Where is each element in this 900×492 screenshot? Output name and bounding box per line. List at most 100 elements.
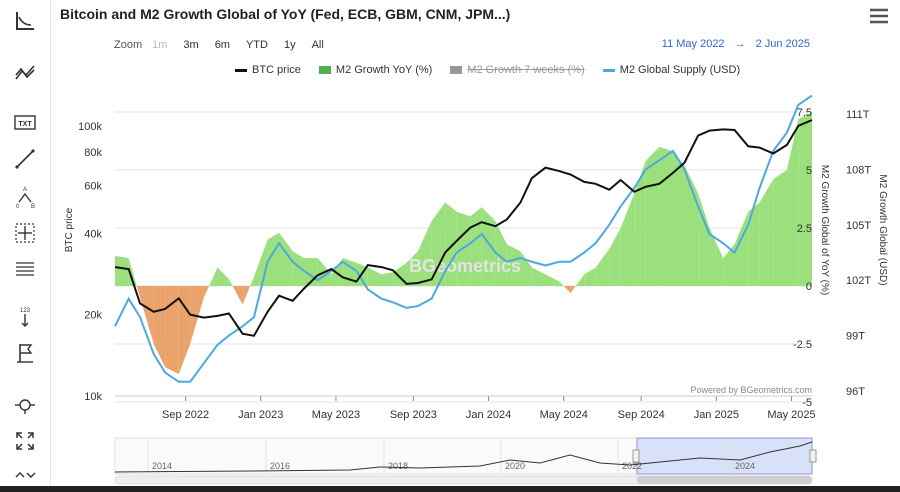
- m2-area-segment: [115, 255, 129, 286]
- chart-type-icon[interactable]: [8, 6, 42, 36]
- counter-tool-label: 123: [20, 308, 31, 314]
- toolbar-collapse-icon[interactable]: [8, 464, 42, 486]
- supply-tick-label: 111T: [846, 109, 870, 121]
- range-arrow: →: [734, 38, 746, 50]
- ab-tool-label-0: 0: [16, 204, 20, 209]
- m2-area-segment: [136, 286, 141, 298]
- ab-tool-label-b: B: [31, 204, 35, 209]
- zoom-all-button[interactable]: All: [311, 39, 324, 51]
- m2-area-segment: [153, 286, 166, 368]
- navigator-year-label: 2022: [622, 461, 642, 471]
- m2-area-segment: [748, 202, 760, 286]
- zoom-1y-button[interactable]: 1y: [283, 39, 296, 51]
- m2-area-segment: [481, 207, 496, 286]
- m2-area-segment: [417, 221, 432, 286]
- m2-area-segment: [673, 151, 685, 286]
- navigator-selection: [636, 437, 813, 475]
- m2-tick-label: 7.5: [797, 107, 812, 119]
- m2-area-segment: [734, 211, 749, 286]
- navigator-scrollbar-thumb: [637, 476, 812, 484]
- navigator-year-label: 2016: [270, 461, 290, 471]
- m2-area-segment: [520, 251, 532, 286]
- grid-table-icon[interactable]: [8, 254, 42, 284]
- m2-area-segment: [506, 244, 521, 286]
- m2-area-segment: [570, 286, 576, 293]
- zoom-3m-button[interactable]: 3m: [183, 39, 199, 51]
- legend-m2-supply[interactable]: M2 Global Supply (USD): [602, 64, 741, 76]
- m2-area-segment: [559, 281, 564, 286]
- m2-area-segment: [178, 286, 191, 375]
- m2-area-segment: [798, 112, 812, 286]
- segment-line-icon[interactable]: [8, 144, 42, 174]
- navigator[interactable]: 2014 2016 2018 2020 2022 2024: [114, 437, 817, 485]
- chart-legend: BTC price M2 Growth YoY (%) M2 Growth 7 …: [235, 64, 740, 76]
- m2-area-segment: [217, 267, 229, 286]
- text-annotation-label: TXT: [18, 121, 32, 128]
- m2-area-segment: [609, 228, 621, 286]
- btc-tick-label: 80k: [84, 147, 102, 159]
- legend-m2-growth-7w[interactable]: M2 Growth 7 weeks (%): [450, 64, 585, 76]
- m2-supply-polyline: [114, 94, 813, 383]
- grid-lines: [115, 111, 812, 403]
- navigator-right-handle: [809, 449, 817, 463]
- btc-tick-label: 60k: [84, 181, 102, 193]
- line-series-icon[interactable]: [8, 58, 42, 88]
- x-tick-label: Jan 2023: [238, 409, 283, 421]
- m2-area-segment: [698, 193, 710, 286]
- m2-area-segment: [367, 267, 382, 286]
- m2-area-segment: [317, 258, 332, 286]
- m2-area-segment: [531, 267, 546, 286]
- legend-m2-7w-label: M2 Growth 7 weeks (%): [467, 64, 585, 76]
- legend-m2-growth-yoy[interactable]: M2 Growth YoY (%): [318, 64, 433, 76]
- m2-area-segment: [203, 286, 210, 298]
- m2-area-segment: [292, 251, 305, 286]
- x-tick-label: Sep 2022: [162, 409, 209, 421]
- m2-area-segment: [456, 211, 471, 286]
- m2-tick-label: 2.5: [797, 223, 812, 235]
- crosshair-measure-icon[interactable]: [8, 218, 42, 248]
- m2-area-segment: [242, 286, 251, 305]
- m2-area-segment: [431, 202, 446, 286]
- x-tick-label: Jan 2025: [694, 409, 739, 421]
- m2-area-segment: [381, 272, 393, 286]
- btc-tick-label: 40k: [84, 228, 102, 240]
- btc-price-line: [114, 119, 813, 337]
- m2-area-segment: [470, 207, 482, 286]
- m2-area-segment: [392, 262, 407, 286]
- text-annotation-icon[interactable]: TXT: [8, 108, 42, 138]
- m2-area-segment: [723, 244, 735, 286]
- x-tick-label: May 2024: [540, 409, 588, 421]
- hamburger-menu-icon[interactable]: [868, 6, 890, 26]
- btc-price-polyline: [114, 119, 813, 337]
- navigator-year-label: 2024: [735, 461, 755, 471]
- m2-area-segment: [304, 258, 318, 286]
- m2-area-segment: [356, 262, 368, 286]
- range-to-input[interactable]: 2 Jun 2025: [755, 38, 810, 50]
- flag-icon[interactable]: [8, 338, 42, 368]
- m2-area-segment: [773, 170, 787, 286]
- m2-area-segment: [584, 267, 596, 286]
- btc-tick-label: 20k: [84, 310, 102, 322]
- zoom-6m-button[interactable]: 6m: [214, 39, 230, 51]
- range-from-input[interactable]: 11 May 2022: [661, 38, 725, 50]
- fibonacci-icon[interactable]: A 0 B: [8, 182, 42, 212]
- legend-m2yoy-label: M2 Growth YoY (%): [335, 64, 433, 76]
- m2-area-segment: [620, 193, 635, 286]
- fullscreen-icon[interactable]: [8, 426, 42, 456]
- credits[interactable]: Powered by BGeometrics.com: [690, 385, 812, 395]
- zoom-move-icon[interactable]: [8, 390, 42, 420]
- m2-area-segment: [228, 279, 233, 286]
- vertical-counter-icon[interactable]: 123: [8, 302, 42, 332]
- legend-supply-label: M2 Global Supply (USD): [619, 64, 741, 76]
- m2-supply-line: [114, 94, 813, 383]
- supply-tick-label: 99T: [846, 331, 865, 343]
- chart-title: Bitcoin and M2 Growth Global of YoY (Fed…: [60, 6, 511, 22]
- zoom-label: Zoom: [114, 39, 143, 51]
- m2-area-segment: [759, 179, 774, 286]
- x-axis: Sep 2022 Jan 2023 May 2023 Sep 2023 Jan 2024…: [115, 395, 816, 421]
- zoom-1m-button[interactable]: 1m: [152, 39, 168, 51]
- legend-btc-price[interactable]: BTC price: [235, 64, 301, 76]
- zoom-ytd-button[interactable]: YTD: [245, 39, 268, 51]
- watermark: BGeometrics: [409, 256, 521, 276]
- supply-tick-label: 96T: [846, 386, 865, 398]
